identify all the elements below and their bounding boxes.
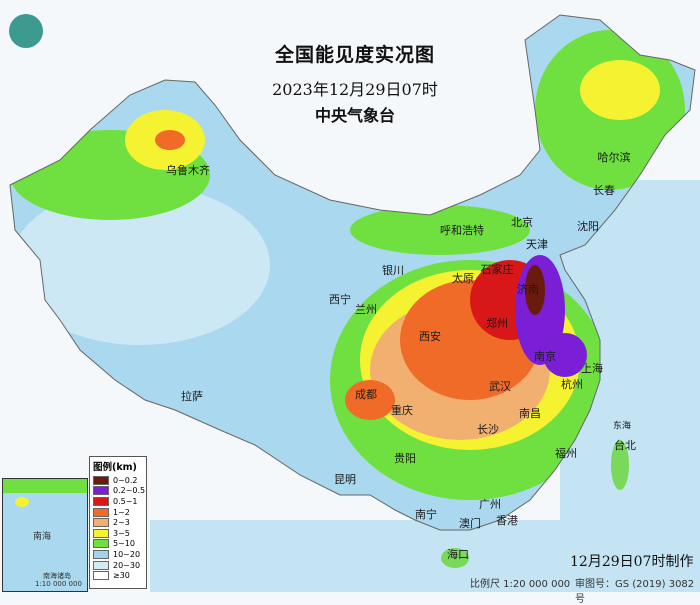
visibility-map <box>9 14 700 592</box>
legend-item: 5~10 <box>93 539 143 550</box>
legend-item: 3~5 <box>93 528 143 539</box>
city-label: 澳门 <box>459 517 481 530</box>
south-china-sea-inset: 南海 南海诸岛 1:10 000 000 <box>2 478 88 592</box>
city-label: 广州 <box>479 498 501 511</box>
city-label: 西安 <box>419 330 441 343</box>
city-label: 海口 <box>447 548 469 561</box>
legend-label: 3~5 <box>113 528 130 538</box>
city-label: 太原 <box>452 272 474 285</box>
legend-swatch <box>93 549 109 559</box>
city-label: 北京 <box>511 216 533 229</box>
city-label: 南昌 <box>519 407 541 420</box>
legend-swatch <box>93 560 109 570</box>
production-time: 12月29日07时制作 <box>570 554 694 570</box>
legend-item: 0.5~1 <box>93 496 143 507</box>
legend-item: 10~20 <box>93 549 143 560</box>
legend-item: 1~2 <box>93 507 143 518</box>
city-label: 长沙 <box>477 423 499 436</box>
legend-label: 10~20 <box>113 549 141 559</box>
city-label: 银川 <box>382 264 404 277</box>
city-label: 石家庄 <box>480 263 514 276</box>
map-issuer: 中央气象台 <box>314 106 395 125</box>
city-label: 兰州 <box>355 303 377 316</box>
legend-label: 1~2 <box>113 507 130 517</box>
legend-item: 20~30 <box>93 560 143 571</box>
legend-swatch <box>93 496 109 506</box>
legend-swatch <box>93 507 109 517</box>
legend-swatch <box>93 528 109 538</box>
inset-scale: 1:10 000 000 <box>35 580 82 588</box>
legend-label: 20~30 <box>113 560 141 570</box>
legend: 图例(km) 0~0.2 0.2~0.5 0.5~1 1~2 2~3 3~5 5~10 10~… <box>89 456 147 589</box>
legend-item: 2~3 <box>93 517 143 528</box>
city-label: 沈阳 <box>577 220 599 233</box>
legend-item: 0.2~0.5 <box>93 486 146 497</box>
legend-label: 2~3 <box>113 518 130 528</box>
city-label: 杭州 <box>561 378 583 391</box>
map-scale: 比例尺 1:20 000 000 <box>470 579 571 590</box>
legend-item: 0~0.2 <box>93 475 143 486</box>
city-label: 乌鲁木齐 <box>166 164 210 177</box>
city-label: 哈尔滨 <box>597 151 631 164</box>
map-title: 全国能见度实况图 <box>274 44 435 66</box>
legend-swatch <box>93 518 109 528</box>
inset-sea-label: 南海 <box>33 532 52 542</box>
legend-label: 0.2~0.5 <box>113 486 146 496</box>
legend-swatch <box>93 475 109 485</box>
city-label: 郑州 <box>486 317 508 330</box>
legend-swatch <box>93 486 109 496</box>
city-label: 台北 <box>614 439 636 452</box>
city-label: 上海 <box>581 362 603 375</box>
legend-swatch <box>93 571 109 581</box>
cma-logo-icon <box>9 14 43 48</box>
map-datetime: 2023年12月29日07时 <box>272 80 438 99</box>
legend-label: 0~0.2 <box>113 475 138 485</box>
city-label: 昆明 <box>334 473 356 486</box>
city-label: 济南 <box>517 283 539 296</box>
hainan <box>441 548 469 568</box>
city-label: 西宁 <box>329 293 351 306</box>
map-approval-number: 审图号：GS (2019) 3082号 <box>575 579 695 605</box>
city-label: 南京 <box>534 350 556 363</box>
taiwan <box>611 440 629 490</box>
city-label: 拉萨 <box>181 390 203 403</box>
legend-label: 5~10 <box>113 539 135 549</box>
sea-south <box>150 520 700 592</box>
legend-item: ≥30 <box>93 570 143 581</box>
city-label: 呼和浩特 <box>440 224 484 237</box>
legend-label: ≥30 <box>113 571 130 581</box>
city-label: 南宁 <box>415 508 437 521</box>
city-label: 贵阳 <box>394 452 416 465</box>
legend-swatch <box>93 539 109 549</box>
legend-title: 图例(km) <box>93 462 137 473</box>
city-label: 长春 <box>593 184 615 197</box>
city-label: 武汉 <box>489 380 511 393</box>
city-label: 东海 <box>612 421 632 432</box>
city-label: 天津 <box>526 238 548 251</box>
inset-islands-label: 南海诸岛 <box>43 572 71 580</box>
city-label: 重庆 <box>391 404 413 417</box>
city-label: 福州 <box>555 447 577 460</box>
city-label: 成都 <box>355 388 377 401</box>
legend-label: 0.5~1 <box>113 496 138 506</box>
city-label: 香港 <box>496 514 518 527</box>
